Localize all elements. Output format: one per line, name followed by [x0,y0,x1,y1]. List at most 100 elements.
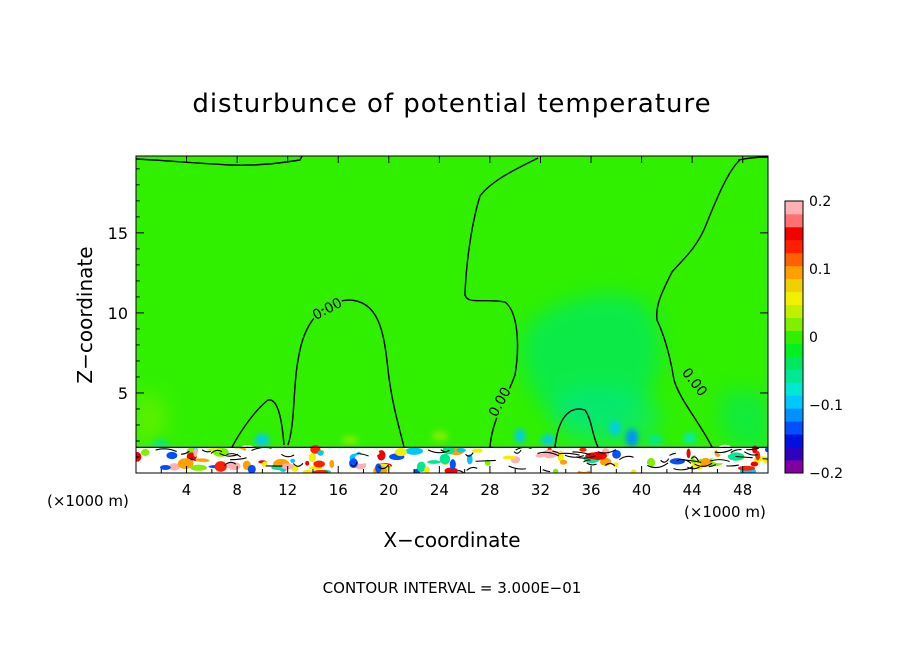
boundary-layer-eddy [229,448,245,457]
x-tick-label: 44 [683,481,702,499]
contour-top-right [737,156,768,161]
x-unit-right: (×1000 m) [684,503,766,521]
colorbar-swatch [785,213,803,228]
boundary-layer-eddy [466,454,473,465]
boundary-layer-contour [730,449,742,454]
boundary-layer-contour [694,462,713,467]
boundary-layer-contour [466,466,478,471]
y-tick-label: 10 [108,304,128,323]
boundary-layer-contour [572,451,591,456]
boundary-layer-eddy [758,460,766,470]
boundary-layer [136,444,768,473]
boundary-layer-contour [210,449,223,454]
boundary-layer-eddy [444,467,459,473]
contour-plume-a [231,399,285,448]
boundary-layer-eddy [177,458,194,469]
contours [136,156,768,448]
boundary-layer-eddy [313,469,328,473]
boundary-layer-eddy [225,467,231,473]
boundary-layer-contour [201,449,211,453]
boundary-layer-eddy [140,448,150,456]
colorbar-swatch [785,201,803,215]
boundary-layer-contour [230,457,247,461]
contour-plume-e [554,408,599,448]
boundary-layer-eddy [579,447,587,452]
boundary-layer-eddy [657,463,671,471]
boundary-layer-contour [377,464,390,470]
boundary-layer-contour [350,461,358,467]
x-tick-label: 8 [232,481,242,499]
x-tick-label: 12 [278,481,297,499]
chart-title: disturbunce of potential temperature [192,89,711,119]
boundary-layer-contour [597,449,617,454]
colorbar-swatch [785,265,803,280]
y-tick-label: 15 [108,224,128,243]
boundary-layer-contour [357,453,369,457]
boundary-layer-contour [440,449,450,453]
boundary-layer-contour [475,459,496,462]
colorbar-swatch [785,434,803,448]
colorbar-swatch [785,408,803,422]
boundary-layer-eddy [646,457,656,468]
boundary-layer-contour [292,462,304,467]
colorbar-swatch [785,226,803,241]
boundary-layer-contour [714,448,733,454]
boundary-layer-eddy [559,459,568,465]
boundary-layer-eddy [552,468,559,473]
x-tick-label: 48 [733,481,752,499]
boundary-layer-contour [564,454,585,458]
boundary-layer-eddy [261,461,268,467]
x-tick-label: 36 [581,481,600,499]
boundary-layer-eddy [427,460,441,464]
boundary-layer-eddy [193,458,209,462]
boundary-layer-eddy [190,464,208,471]
boundary-layer-contour [583,459,591,463]
boundary-layer-contour [586,462,597,466]
colorbar-swatch [785,343,803,357]
boundary-layer-contour [669,452,676,456]
boundary-layer-eddy [686,448,691,459]
boundary-layer-eddy [630,469,637,473]
boundary-layer-eddy [666,461,679,473]
boundary-layer-eddy [495,462,514,473]
colorbar-swatch [785,460,803,474]
boundary-layer-eddy [576,463,591,472]
boundary-layer-eddy [625,454,640,465]
boundary-layer-contour [557,452,580,456]
colorbar-swatch [785,330,803,344]
colorbar-tick-label: 0.2 [809,194,831,210]
colorbar-swatch [785,369,803,383]
boundary-layer-contour [673,466,693,471]
colorbar-swatch [785,447,803,461]
boundary-layer-eddy [737,465,756,471]
boundary-layer-eddy [354,453,368,464]
boundary-layer-eddy [226,454,232,460]
boundary-layer-contour [676,458,692,464]
boundary-layer-eddy [764,447,768,453]
boundary-layer-eddy [472,448,483,453]
x-tick-label: 28 [480,481,499,499]
boundary-layer-eddy [344,449,358,455]
boundary-layer-eddy [399,460,407,468]
boundary-layer-eddy [166,451,178,460]
boundary-layer-eddy [193,448,198,458]
x-unit-left: (×1000 m) [47,492,129,510]
boundary-layer-contour [735,455,753,459]
colorbar-swatch [785,382,803,396]
boundary-layer-contour [660,458,670,463]
colorbar-tick-label: 0.1 [809,262,831,278]
boundary-layer-contour [281,453,295,458]
contour-interval-note: CONTOUR INTERVAL = 3.000E−01 [323,579,582,597]
boundary-layer-eddy [295,462,302,466]
y-axis-label: Z−coordinate [73,246,97,383]
colorbar-swatch [785,239,803,254]
boundary-layer-eddy [449,459,456,470]
y-axis: 5 10 15 [108,168,768,458]
colorbar-swatch [785,356,803,370]
boundary-layer-contour [762,458,768,460]
boundary-layer-eddy [535,453,545,458]
anomaly-right [720,390,768,452]
x-axis: 4 8 12 16 20 24 28 32 36 40 44 48 [160,156,752,499]
colorbar: 0.2 0.1 0 −0.1 −0.2 [784,194,843,482]
boundary-layer-eddy [750,461,759,467]
